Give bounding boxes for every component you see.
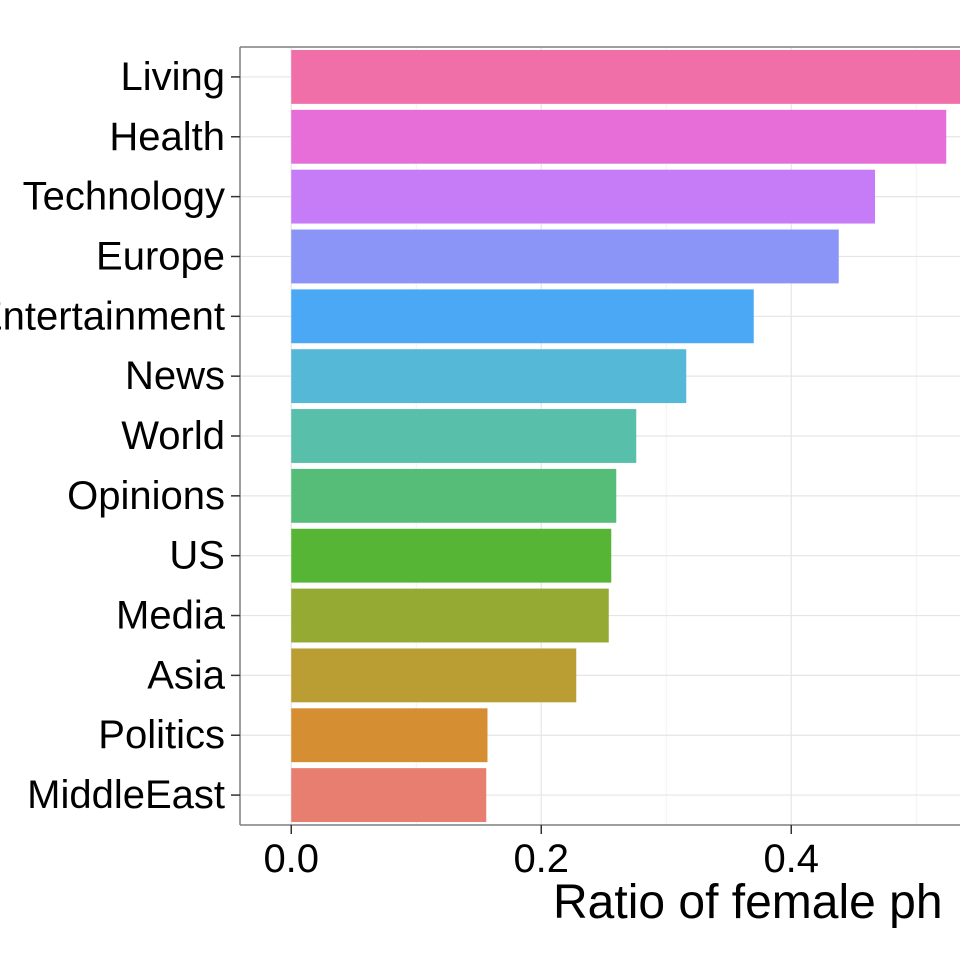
- x-axis: 0.0 0.2 0.4: [263, 825, 819, 881]
- bar-world: [291, 409, 637, 463]
- y-tick-label: Media: [116, 594, 226, 638]
- x-tick-label: 0.4: [763, 837, 819, 881]
- y-tick-label: Living: [120, 55, 225, 99]
- bar-middleeast: [291, 768, 487, 823]
- y-tick-label: Opinions: [67, 474, 225, 518]
- y-tick-label: Asia: [147, 653, 226, 697]
- y-tick-label: Health: [109, 115, 225, 159]
- bar-media: [291, 588, 609, 643]
- y-tick-label: News: [125, 354, 225, 398]
- bar-us: [291, 528, 612, 583]
- bar-health: [291, 109, 947, 164]
- y-tick-label: Politics: [98, 713, 225, 757]
- bar-europe: [291, 229, 839, 284]
- y-axis: Living Health Technology Europe Entertainmen…: [0, 55, 240, 817]
- y-tick-label: Europe: [96, 234, 225, 278]
- y-tick-label: Entertainment: [0, 294, 225, 338]
- bars: [291, 49, 960, 823]
- bar-living: [291, 49, 960, 104]
- y-tick-label: World: [121, 414, 225, 458]
- y-tick-label: Technology: [23, 175, 225, 219]
- x-tick-label: 0.0: [263, 837, 319, 881]
- bar-politics: [291, 708, 488, 763]
- y-tick-label: US: [169, 534, 225, 578]
- bar-news: [291, 349, 687, 404]
- bar-asia: [291, 648, 577, 703]
- y-tick-label: MiddleEast: [27, 773, 225, 817]
- x-tick-label: 0.2: [513, 837, 569, 881]
- x-axis-title: Ratio of female ph: [553, 876, 943, 929]
- bar-opinions: [291, 468, 617, 523]
- bar-entertainment: [291, 289, 754, 344]
- bar-technology: [291, 169, 875, 224]
